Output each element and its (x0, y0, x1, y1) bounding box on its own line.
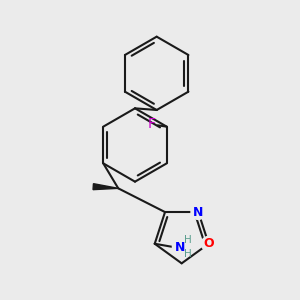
Circle shape (201, 236, 216, 251)
Text: F: F (148, 117, 156, 131)
Circle shape (172, 240, 187, 254)
Text: N: N (175, 241, 185, 254)
Text: N: N (193, 206, 203, 219)
Polygon shape (93, 184, 118, 190)
Text: H: H (184, 235, 192, 245)
Circle shape (191, 205, 206, 219)
Text: H: H (184, 249, 192, 260)
Text: O: O (203, 237, 214, 250)
